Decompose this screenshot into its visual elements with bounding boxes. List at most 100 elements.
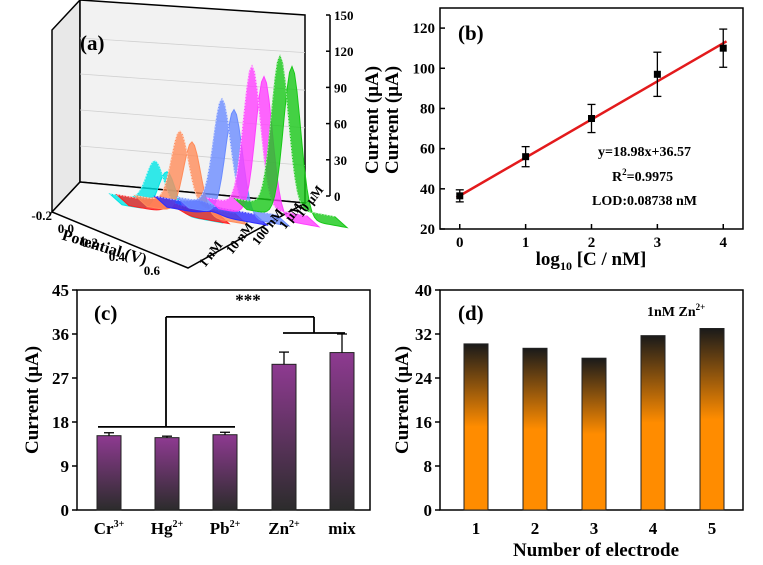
panel-b-point (719, 44, 727, 52)
panel-b-point (522, 153, 530, 161)
panel-b-r2-pre: R (612, 170, 623, 185)
panel-d-x-tick-label: 5 (708, 519, 717, 538)
panel-a-z-tick-label: 60 (334, 117, 347, 132)
panel-c-y-tick-label: 36 (52, 325, 69, 344)
panel-c-x-tick-sup: 2+ (289, 519, 300, 530)
panel-c-x-tick-base: Pb (210, 519, 230, 538)
panel-c-y-label: Current (μA) (22, 346, 43, 454)
panel-d-y-tick-label: 24 (415, 369, 433, 388)
panel-c-x-tick-label: Hg2+ (151, 519, 184, 538)
panel-c-y-tick-label: 9 (61, 457, 70, 476)
panel-a-curve-edge-3 (154, 196, 256, 215)
panel-c-bar (271, 363, 297, 511)
panel-c-bar (96, 435, 122, 511)
panel-b-label: (b) (458, 21, 484, 45)
panel-b-x-label: log10 [C / nM] (536, 249, 647, 273)
panel-a-x-tick-label: 0.2 (82, 235, 98, 250)
panel-a-z-tick-label: 90 (334, 80, 347, 95)
panel-d-x-tick-label: 1 (472, 519, 481, 538)
panel-a-z-tick-label: 30 (334, 153, 347, 168)
panel-c-y-tick-label: 18 (52, 413, 69, 432)
panel-a-x-tick-label: -0.2 (31, 208, 52, 223)
panel-c-x-tick-label: Pb2+ (210, 519, 241, 538)
panel-b-y-tick-label: 40 (420, 182, 435, 198)
panel-d-legend: 1nM Zn2+ (647, 302, 705, 320)
panel-d-x-tick-label: 3 (590, 519, 599, 538)
panel-d-bar (640, 335, 666, 511)
panel-c-y-tick-label: 27 (52, 369, 70, 388)
panel-c-y-tick-label: 0 (61, 501, 70, 520)
panel-a-z-tick-label: 120 (334, 44, 354, 59)
panel-c-significance: *** (235, 291, 261, 310)
panel-a-left-wall (51, 0, 81, 214)
panel-c-x-tick-base: mix (328, 519, 356, 538)
panel-b-r2: R2=0.9975 (612, 167, 673, 185)
panel-b-point (456, 192, 464, 200)
panel-a-label: (a) (80, 31, 105, 55)
panel-d-bar (699, 328, 725, 511)
panel-c-y-tick-label: 45 (52, 281, 69, 300)
panel-c-x-tick-sup: 3+ (114, 519, 125, 530)
panel-c-bar (154, 437, 180, 511)
panel-b-y-tick-label: 80 (420, 101, 435, 117)
panel-d-y-tick-label: 40 (415, 281, 432, 300)
panel-c-x-tick-sup: 2+ (230, 519, 241, 530)
panel-a-x-tick-label: 0.4 (109, 249, 126, 264)
panel-c-x-tick-label: Zn2+ (268, 519, 300, 538)
panel-b-point (653, 70, 661, 78)
panel-d-x-tick-label: 2 (531, 519, 540, 538)
panel-a-z-tick-label: 150 (334, 8, 354, 23)
panel-d-x-tick-label: 4 (649, 519, 658, 538)
panel-c-x-tick-base: Zn (268, 519, 289, 538)
panel-c-x-tick-sup: 2+ (173, 519, 184, 530)
panel-b-x-label-rest: [C / nM] (572, 249, 646, 270)
panel-d-y-label: Current (μA) (392, 346, 413, 454)
panel-b: 0 1 2 3 4 20 40 60 80 100 120 (b) y=18.98x+36.57 R… (382, 7, 744, 273)
panel-d-x-label: Number of electrode (513, 540, 679, 561)
panel-b-x-tick-label: 1 (522, 235, 530, 251)
panel-d-y-tick-label: 0 (424, 501, 433, 520)
panel-a-gridline (79, 37, 306, 53)
panel-d-y-tick-label: 32 (415, 325, 432, 344)
panel-a-curve-edge-5 (206, 64, 308, 217)
panel-d-y-tick-label: 16 (415, 413, 432, 432)
panel-c-x-tick-base: Cr (94, 519, 114, 538)
panel-d-bar (522, 347, 548, 511)
panel-b-y-tick-label: 60 (420, 142, 435, 158)
panel-d-legend-sup: 2+ (696, 302, 706, 312)
panel-b-x-tick-label: 0 (456, 235, 464, 251)
panel-b-equation: y=18.98x+36.57 (598, 145, 691, 160)
panel-b-x-tick-label: 2 (588, 235, 596, 251)
panel-b-x-label-main: log (536, 249, 561, 270)
panel-d-label: (d) (458, 301, 484, 325)
panel-d-y-tick-label: 8 (424, 457, 433, 476)
panel-d-bar (581, 357, 607, 511)
panel-b-y-tick-label: 20 (420, 222, 435, 238)
panel-c-bar (329, 352, 355, 511)
panel-a-x-tick-label: 0.6 (144, 263, 161, 278)
panel-b-y-tick-label: 100 (413, 61, 436, 77)
panel-c-x-tick-base: Hg (151, 519, 173, 538)
panel-b-point (588, 115, 595, 122)
panel-c-label: (c) (94, 301, 117, 325)
panel-d: 0 8 16 24 32 40 1 2 3 4 5 (d) 1nM Zn2+ Current (μA… (392, 281, 744, 561)
panel-b-x-label-sub: 10 (560, 259, 572, 273)
panel-c-bar (212, 434, 238, 511)
panel-b-r2-post: =0.9975 (627, 170, 673, 185)
panel-b-lod: LOD:0.08738 nM (592, 194, 697, 209)
panel-c-x-tick-label: Cr3+ (94, 519, 125, 538)
panel-a-curve-edge-6 (234, 54, 336, 218)
panel-d-bar (463, 343, 489, 511)
panel-a-z-tick-label: 0 (334, 189, 341, 204)
panel-a: 0 30 60 90 120 150 Current (μA) -0.2 0.0 0.2 0.4… (31, 0, 383, 278)
panel-b-y-label: Current (μA) (382, 66, 403, 174)
panel-b-y-tick-label: 120 (413, 21, 436, 37)
panel-a-x-tick-label: 0.0 (58, 221, 74, 236)
panel-c-x-tick-label: mix (328, 519, 356, 538)
panel-b-x-tick-label: 4 (719, 235, 727, 251)
panel-a-z-label: Current (μA) (362, 66, 383, 174)
panel-b-r2-sup: 2 (622, 167, 627, 177)
